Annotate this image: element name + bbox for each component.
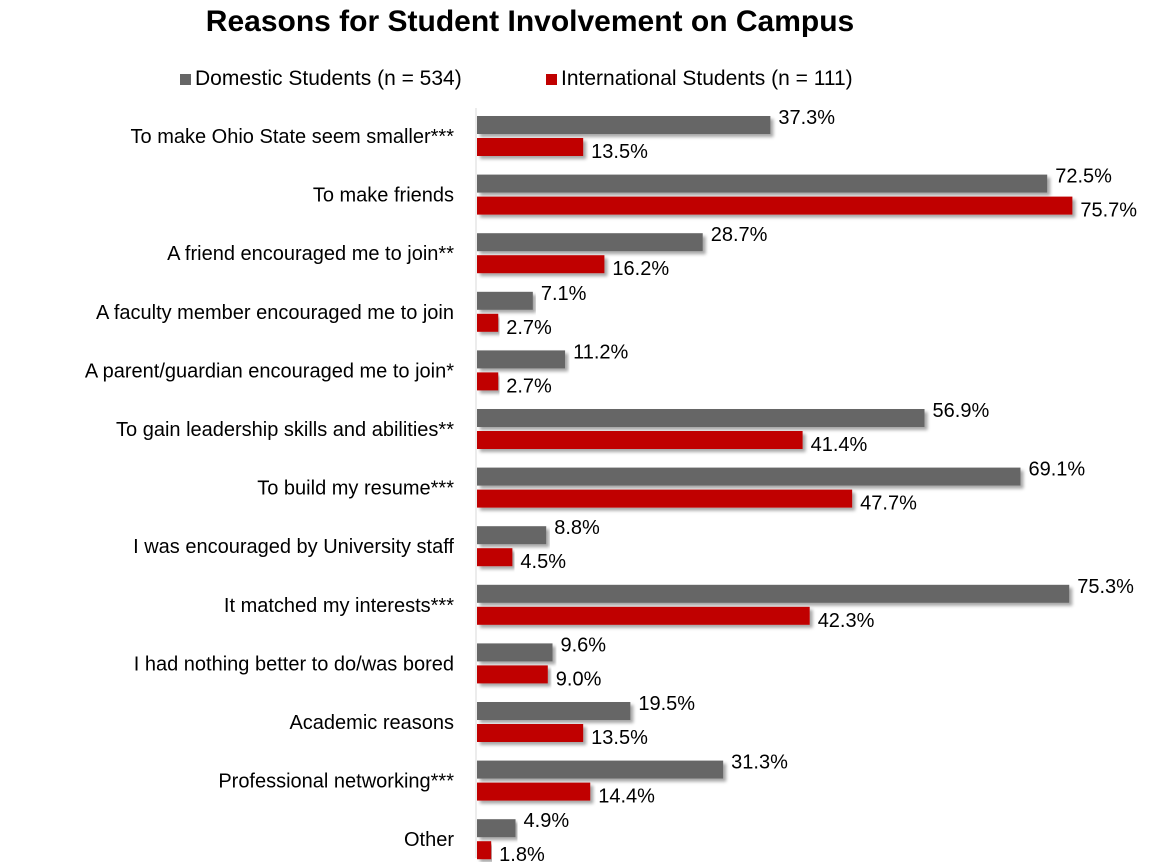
category-label: To make Ohio State seem smaller***	[131, 126, 455, 148]
bar-domestic	[477, 819, 516, 838]
data-label-domestic: 11.2%	[573, 341, 628, 363]
legend-label-international: International Students (n = 111)	[561, 67, 853, 90]
data-label-domestic: 69.1%	[1028, 459, 1085, 481]
data-label-domestic: 56.9%	[933, 400, 990, 422]
category-label: A friend encouraged me to join**	[167, 243, 454, 265]
category-group: I was encouraged by University staff 8.8%…	[133, 517, 600, 573]
category-group: To make friends 72.5% 75.7%	[313, 166, 1137, 222]
bar-international	[477, 548, 513, 567]
data-label-international: 2.7%	[506, 317, 552, 339]
category-group: A parent/guardian encouraged me to join*…	[85, 341, 629, 397]
category-label: I was encouraged by University staff	[133, 536, 454, 558]
data-label-international: 75.7%	[1080, 200, 1137, 222]
category-label: Other	[404, 829, 454, 851]
data-label-domestic: 28.7%	[711, 224, 768, 246]
category-label: A faculty member encouraged me to join	[96, 302, 454, 324]
bar-domestic	[477, 526, 547, 545]
bar-international	[477, 841, 492, 860]
legend-item-international: International Students (n = 111)	[546, 64, 853, 94]
bar-domestic	[477, 702, 631, 720]
category-group: A friend encouraged me to join** 28.7% 16.…	[167, 224, 768, 280]
legend-label-domestic: Domestic Students (n = 534)	[195, 67, 462, 90]
chart-title: Reasons for Student Involvement on Campu…	[205, 5, 855, 38]
category-group: Other 4.9% 1.8%	[404, 810, 569, 862]
category-group: It matched my interests*** 75.3% 42.3%	[224, 576, 1134, 632]
data-label-domestic: 9.6%	[561, 634, 607, 656]
data-label-international: 47.7%	[860, 493, 917, 515]
bar-domestic	[477, 233, 703, 252]
data-label-domestic: 75.3%	[1077, 576, 1134, 598]
bar-domestic	[477, 350, 566, 369]
bar-domestic	[477, 291, 533, 310]
category-group: Professional networking*** 31.3% 14.4%	[218, 752, 788, 808]
category-group: Academic reasons 19.5% 13.5%	[289, 693, 695, 749]
data-label-domestic: 8.8%	[554, 517, 600, 539]
data-label-international: 9.0%	[556, 668, 602, 690]
bar-international	[477, 196, 1073, 215]
data-label-international: 13.5%	[591, 727, 648, 749]
data-label-domestic: 19.5%	[638, 693, 695, 715]
bar-domestic	[477, 174, 1048, 193]
bar-domestic	[477, 467, 1021, 486]
bar-domestic	[477, 760, 724, 779]
category-group: To gain leadership skills and abilities*…	[116, 400, 989, 456]
bar-international	[477, 372, 499, 391]
data-label-international: 13.5%	[591, 141, 648, 163]
bar-international	[477, 431, 803, 449]
bar-international	[477, 665, 548, 684]
data-label-domestic: 37.3%	[778, 107, 835, 129]
bar-domestic	[477, 116, 771, 134]
category-label: It matched my interests***	[224, 595, 454, 617]
category-label: A parent/guardian encouraged me to join*	[85, 360, 454, 382]
bar-international	[477, 255, 605, 274]
data-label-domestic: 4.9%	[524, 810, 570, 832]
category-group: To make Ohio State seem smaller*** 37.3% 1…	[131, 107, 836, 163]
bar-domestic	[477, 643, 553, 662]
bar-international	[477, 606, 810, 625]
data-label-international: 42.3%	[818, 610, 875, 632]
bar-domestic	[477, 409, 925, 427]
bar-international	[477, 782, 591, 801]
chart-legend: Domestic Students (n = 534) Internationa…	[0, 64, 1153, 94]
data-label-domestic: 72.5%	[1055, 166, 1112, 188]
data-label-domestic: 7.1%	[541, 283, 587, 305]
category-group: To build my resume*** 69.1% 47.7%	[257, 459, 1085, 515]
data-label-international: 41.4%	[811, 434, 868, 456]
data-label-international: 14.4%	[598, 786, 655, 808]
category-label: Professional networking***	[218, 771, 454, 793]
category-group: I had nothing better to do/was bored 9.6%…	[134, 634, 607, 690]
legend-swatch-domestic	[180, 73, 191, 85]
data-label-international: 1.8%	[499, 844, 545, 862]
bar-domestic	[477, 584, 1070, 603]
legend-swatch-international	[546, 73, 557, 85]
data-label-international: 2.7%	[506, 375, 552, 397]
category-label: To gain leadership skills and abilities*…	[116, 419, 454, 441]
bar-international	[477, 138, 584, 156]
data-label-domestic: 31.3%	[731, 752, 788, 774]
bar-international	[477, 313, 499, 332]
category-label: I had nothing better to do/was bored	[134, 653, 454, 675]
bar-international	[477, 489, 853, 508]
legend-item-domestic: Domestic Students (n = 534)	[180, 64, 462, 94]
category-label: To build my resume***	[257, 478, 454, 500]
data-label-international: 16.2%	[612, 258, 669, 280]
data-label-international: 4.5%	[520, 551, 566, 573]
category-group: A faculty member encouraged me to join 7.…	[96, 283, 587, 339]
bar-international	[477, 724, 584, 742]
category-label: To make friends	[313, 185, 454, 207]
category-label: Academic reasons	[289, 712, 454, 734]
